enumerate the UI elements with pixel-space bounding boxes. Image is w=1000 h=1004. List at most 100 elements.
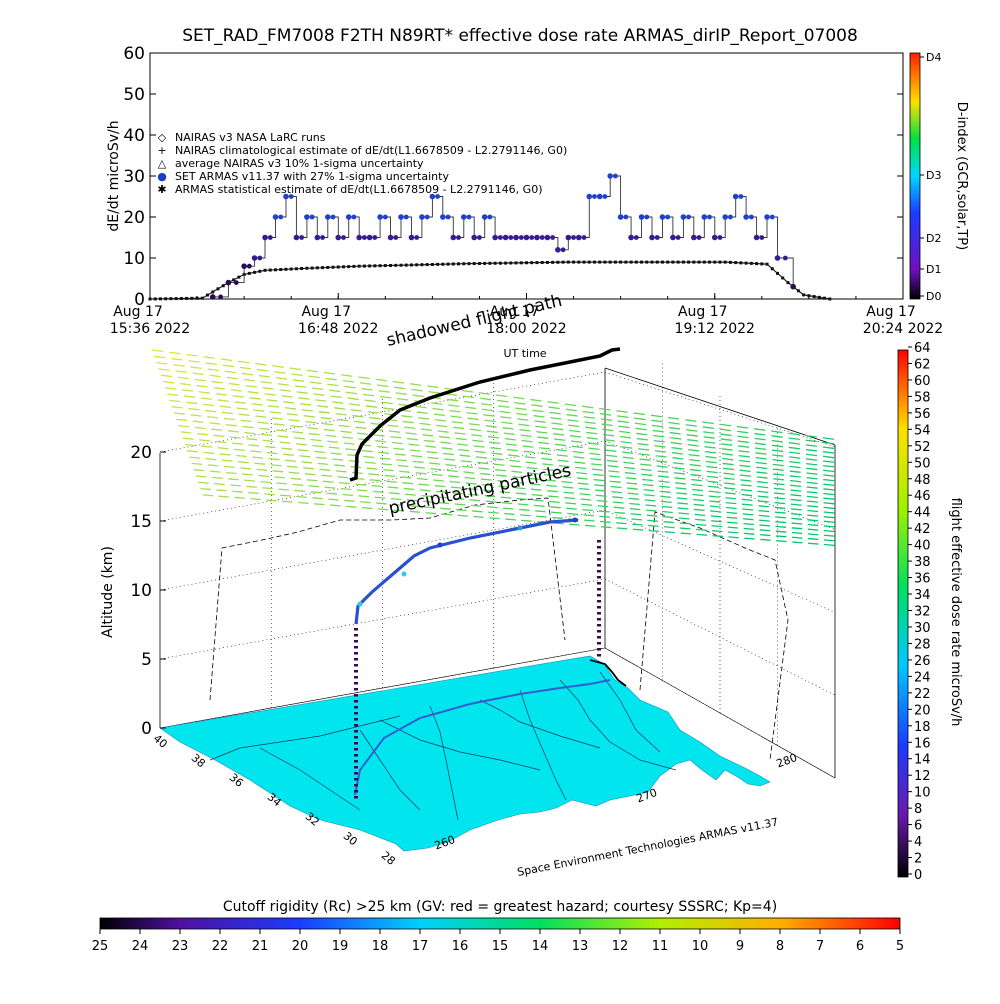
particle-dash [519, 429, 531, 432]
particle-dash [586, 437, 598, 440]
particle-dash [169, 399, 181, 403]
nairas-climatological-point [315, 266, 319, 270]
armas-point [623, 214, 629, 220]
armas-point [665, 214, 671, 220]
nairas-climatological-point [525, 261, 528, 265]
particle-dash [773, 482, 785, 486]
particle-dash [626, 482, 638, 485]
flight-path [354, 518, 579, 625]
rigidity-tick-label: 7 [816, 939, 824, 954]
particle-dash [606, 459, 618, 463]
particle-dash [429, 462, 440, 465]
top-y-tick-label: 0 [134, 290, 145, 310]
particle-dash [823, 539, 835, 542]
particle-dash [685, 424, 697, 427]
particle-dash [262, 439, 274, 443]
particle-dash [549, 500, 560, 504]
armas-point [675, 235, 681, 240]
top-x-tick-time: 20:24 2022 [863, 321, 943, 337]
nairas-climatological-point [734, 261, 738, 265]
particle-dash [555, 449, 567, 452]
particle-dash [514, 487, 526, 490]
particle-dash [523, 450, 535, 454]
nairas-climatological-point [174, 297, 178, 301]
nairas-climatological-point [629, 260, 633, 264]
particle-dash [508, 454, 519, 457]
particle-dash [178, 424, 190, 428]
particle-dash [217, 447, 229, 450]
particle-dash [498, 405, 510, 408]
particle-dash [169, 351, 181, 355]
particle-dash [335, 412, 347, 416]
descent-drop-mark [354, 694, 358, 697]
particle-dash [483, 489, 494, 492]
particle-dash [744, 532, 755, 535]
particle-dash [680, 527, 691, 530]
particle-dash [453, 426, 465, 430]
particle-dash [664, 526, 675, 529]
particle-dash [805, 448, 818, 452]
particle-dash [246, 438, 258, 441]
particle-dash [788, 446, 801, 450]
particle-dash [740, 474, 751, 477]
particle-dash [328, 389, 341, 393]
top-chart-title: SET_RAD_FM7008 F2TH N89RT* effective dos… [182, 26, 858, 46]
particle-dash [388, 430, 400, 433]
particle-dash [294, 489, 305, 492]
armas-point [565, 234, 572, 241]
particle-dash [368, 473, 379, 476]
particle-dash [288, 471, 300, 474]
nairas-climatological-line [149, 261, 830, 300]
particle-dash [569, 523, 580, 526]
particle-dash [823, 506, 835, 510]
nairas-climatological-point [357, 264, 361, 268]
particle-dash [594, 484, 606, 487]
particle-dash [306, 369, 319, 373]
particle-dash [436, 424, 448, 428]
armas-point [722, 214, 729, 220]
particle-dash [516, 497, 528, 501]
particle-dash [606, 454, 618, 458]
armas-point [233, 280, 239, 285]
particle-dash [470, 504, 482, 507]
dose-colorbar-tick-label: 50 [914, 456, 931, 471]
particle-dash [694, 508, 705, 512]
particle-dash [585, 426, 597, 430]
particle-dash [663, 521, 674, 524]
back-top-edge [604, 367, 836, 446]
particle-dash [704, 441, 716, 444]
particle-dash [552, 516, 563, 520]
nairas-climatological-point [326, 265, 330, 269]
particle-dash [823, 520, 835, 523]
particle-dash [501, 501, 513, 505]
particle-dash [597, 505, 609, 508]
armas-point [267, 235, 273, 240]
particle-dash [790, 489, 802, 492]
nairas-climatological-point [457, 262, 461, 266]
particle-dash [664, 531, 676, 534]
particle-dash [586, 431, 598, 435]
particle-dash [232, 395, 244, 398]
particle-dash [686, 429, 698, 432]
particle-dash [562, 486, 574, 489]
particle-dash [657, 470, 669, 473]
particle-dash [257, 421, 269, 424]
particle-dash [646, 514, 658, 517]
particle-dash [772, 458, 784, 462]
particle-dash [293, 379, 305, 382]
particle-dash [520, 434, 532, 438]
particle-dash [249, 397, 261, 400]
nairas-climatological-point [221, 284, 225, 288]
nairas-climatological-point [817, 295, 821, 299]
particle-dash [411, 388, 423, 392]
top-series-layer [148, 173, 832, 301]
particle-dash [160, 374, 172, 378]
particle-dash [588, 447, 600, 451]
particle-dash [230, 389, 242, 392]
particle-dash [379, 457, 391, 460]
particle-dash [341, 374, 353, 377]
particle-dash [347, 397, 359, 401]
particle-dash [790, 484, 802, 488]
particle-dash [642, 478, 653, 482]
particle-dash [337, 418, 349, 422]
